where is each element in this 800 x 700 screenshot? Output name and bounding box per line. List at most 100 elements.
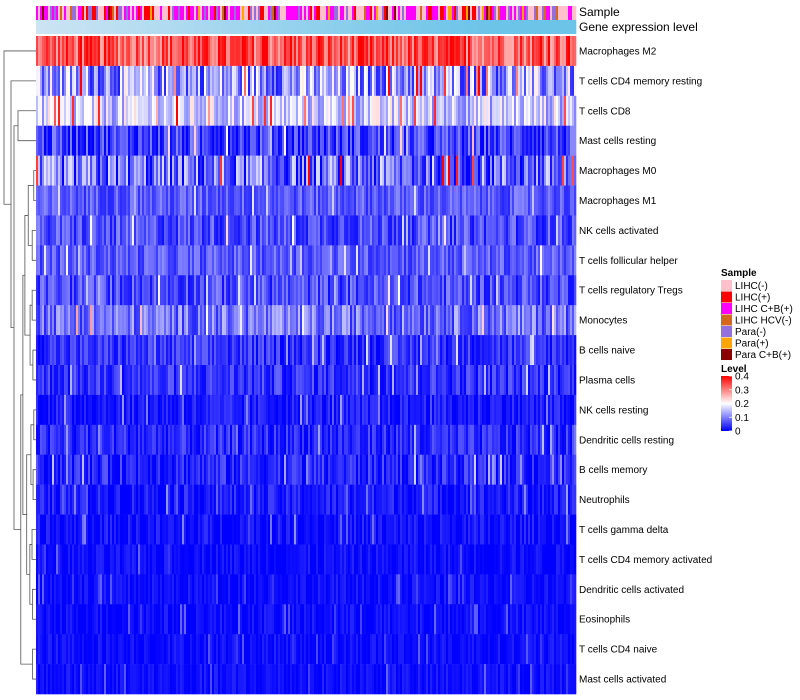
heatmap-cell: [510, 335, 513, 366]
heatmap-cell: [76, 155, 79, 186]
heatmap-cell: [462, 335, 465, 366]
heatmap-cell: [364, 36, 367, 67]
heatmap-cell: [268, 185, 271, 216]
heatmap-cell: [396, 155, 399, 186]
heatmap-cell: [114, 514, 117, 545]
heatmap-cell: [298, 305, 301, 336]
heatmap-cell: [88, 394, 91, 426]
heatmap-cell: [488, 155, 491, 186]
heatmap-cell: [332, 424, 335, 456]
heatmap-cell: [126, 215, 129, 246]
heatmap-cell: [162, 155, 165, 186]
heatmap-cell: [358, 65, 361, 97]
heatmap-cell: [526, 484, 529, 515]
heatmap-cell: [320, 335, 323, 366]
heatmap-cell: [250, 215, 253, 246]
heatmap-cell: [486, 335, 489, 366]
heatmap-cell: [300, 185, 303, 216]
heatmap-cell: [362, 185, 365, 216]
heatmap-cell: [566, 36, 569, 67]
heatmap-cell: [96, 454, 99, 485]
heatmap-cell: [236, 155, 239, 186]
heatmap-cell: [356, 365, 359, 396]
heatmap-cell: [528, 424, 531, 456]
heatmap-cell: [104, 484, 107, 515]
heatmap-cell: [538, 424, 541, 456]
heatmap-cell: [560, 335, 563, 366]
sample-annotation-cell: [448, 6, 451, 20]
heatmap-cell: [238, 65, 241, 97]
heatmap-cell: [502, 275, 505, 306]
heatmap-cell: [236, 245, 239, 276]
heatmap-cell: [406, 185, 409, 216]
sample-annotation-cell: [394, 6, 397, 20]
heatmap-cell: [160, 155, 163, 186]
heatmap-cell: [232, 335, 235, 366]
heatmap-cell: [386, 155, 389, 186]
heatmap-cell: [534, 305, 537, 336]
heatmap-cell: [166, 36, 169, 67]
heatmap-cell: [370, 125, 373, 156]
heatmap-cell: [430, 365, 433, 396]
heatmap-cell: [402, 36, 405, 67]
heatmap-cell: [188, 424, 191, 456]
heatmap-cell: [478, 36, 481, 67]
sample-annotation-cell: [240, 6, 243, 20]
heatmap-cell: [494, 215, 497, 246]
heatmap-cell: [550, 394, 553, 426]
heatmap-cell: [478, 155, 481, 186]
heatmap-cell: [240, 275, 243, 306]
heatmap-cell: [486, 394, 489, 426]
sample-annotation-cell: [564, 6, 567, 20]
expression-annotation-cell: [54, 20, 57, 34]
heatmap-cell: [304, 454, 307, 485]
heatmap-cell: [72, 245, 75, 276]
heatmap-cell: [138, 95, 141, 127]
heatmap-cell: [202, 65, 205, 97]
heatmap-cell: [234, 275, 237, 306]
heatmap-cell: [310, 454, 313, 485]
heatmap-cell: [176, 305, 179, 336]
heatmap-cell: [256, 125, 259, 156]
heatmap-cell: [178, 394, 181, 426]
heatmap-cell: [126, 394, 129, 426]
heatmap-cell: [376, 155, 379, 186]
heatmap-cell: [208, 245, 211, 276]
heatmap-cell: [440, 185, 443, 216]
heatmap-cell: [38, 365, 41, 396]
heatmap-cell: [38, 275, 41, 306]
expression-annotation-cell: [316, 20, 319, 34]
heatmap-cell: [460, 95, 463, 127]
heatmap-cell: [312, 95, 315, 127]
heatmap-cell: [112, 95, 115, 127]
expression-annotation-cell: [446, 20, 449, 34]
heatmap-cell: [294, 424, 297, 456]
heatmap-cell: [532, 454, 535, 485]
heatmap-cell: [526, 394, 529, 426]
heatmap-cell: [422, 215, 425, 246]
heatmap-cell: [500, 275, 503, 306]
heatmap-cell: [124, 155, 127, 186]
heatmap-cell: [530, 36, 533, 67]
heatmap-cell: [422, 484, 425, 515]
heatmap-cell: [304, 36, 307, 67]
heatmap-cell: [46, 125, 49, 156]
heatmap-cell: [420, 365, 423, 396]
heatmap-cell: [530, 454, 533, 485]
heatmap-cell: [348, 275, 351, 306]
heatmap-cell: [152, 275, 155, 306]
expression-annotation-cell: [400, 20, 403, 34]
heatmap-cell: [52, 305, 55, 336]
heatmap-cell: [430, 394, 433, 426]
heatmap-cell: [406, 245, 409, 276]
heatmap-cell: [174, 335, 177, 366]
expression-annotation-cell: [276, 20, 279, 34]
heatmap-cell: [552, 215, 555, 246]
heatmap-cell: [204, 245, 207, 276]
heatmap-cell: [516, 305, 519, 336]
heatmap-cell: [530, 335, 533, 366]
expression-annotation-cell: [416, 20, 419, 34]
heatmap-cell: [380, 424, 383, 456]
heatmap-cell: [392, 36, 395, 67]
heatmap-cell: [86, 424, 89, 456]
